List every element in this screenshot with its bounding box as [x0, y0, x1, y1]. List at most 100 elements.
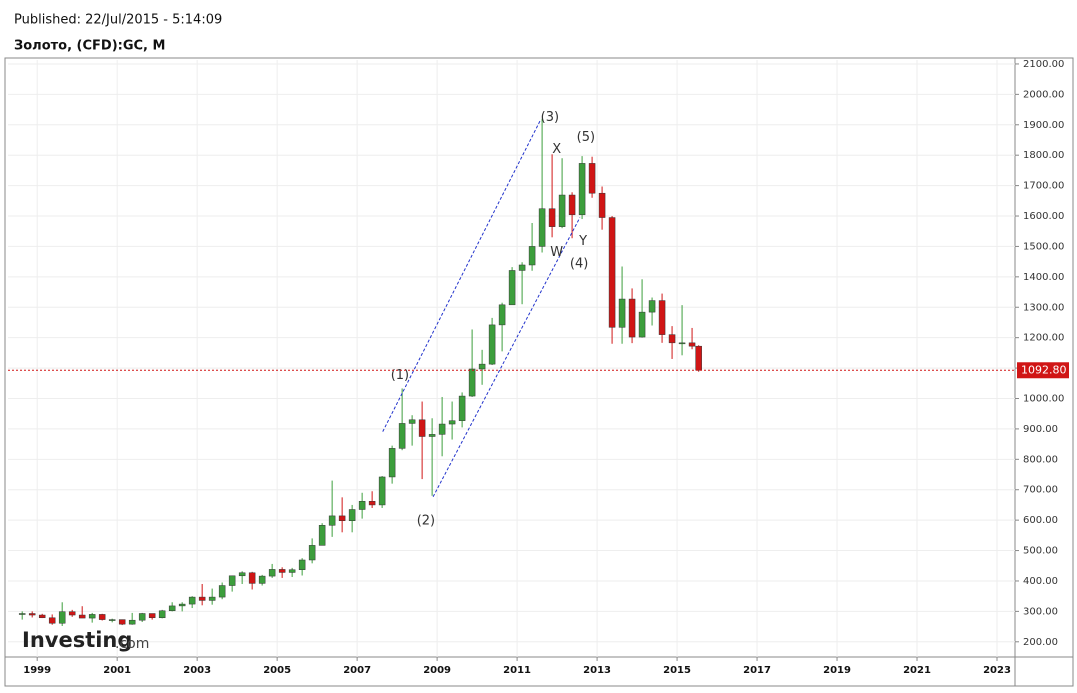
- channel-line: [382, 119, 542, 432]
- candle-body: [138, 613, 146, 621]
- candle-body: [658, 300, 666, 335]
- candle-body: [218, 585, 226, 598]
- candle-body: [88, 614, 96, 619]
- y-tick-label: 2100.00: [1023, 59, 1064, 70]
- wave-label: (1): [391, 368, 409, 383]
- wave-label: (2): [417, 513, 435, 528]
- wave-label: (4): [570, 256, 588, 271]
- x-tick-label: 2013: [583, 665, 611, 676]
- candle-body: [378, 476, 386, 506]
- candle-body: [178, 603, 186, 607]
- x-tick-label: 2015: [663, 665, 691, 676]
- candle-body: [228, 575, 236, 586]
- marks: (1) (2) (3) X (5) WY (4) 1092.80: [8, 110, 1069, 626]
- x-tick-label: 2009: [423, 665, 451, 676]
- chart-title: Золото, (CFD):GC, M: [14, 39, 165, 54]
- x-tick-label: 2021: [903, 665, 931, 676]
- candle-body: [208, 596, 216, 601]
- y-tick-label: 500.00: [1023, 546, 1058, 557]
- y-tick-label: 400.00: [1023, 576, 1058, 587]
- candle-body: [478, 363, 486, 370]
- candle-body: [38, 614, 46, 619]
- candle-body: [688, 342, 696, 347]
- candle-body: [388, 448, 396, 478]
- candle-body: [638, 311, 646, 338]
- y-tick-label: 1700.00: [1023, 181, 1064, 192]
- candle-body: [188, 596, 196, 605]
- x-tick-label: 2017: [743, 665, 771, 676]
- candle-body: [695, 345, 702, 371]
- x-tick-label: 1999: [23, 665, 51, 676]
- candle-body: [648, 300, 656, 313]
- x-tick-label: 2001: [103, 665, 131, 676]
- candle-body: [488, 324, 496, 365]
- candle-body: [538, 208, 546, 247]
- candle-body: [418, 419, 426, 437]
- candle-body: [58, 611, 66, 624]
- candle-body: [678, 342, 686, 345]
- candle-body: [428, 434, 436, 437]
- candle-body: [618, 298, 626, 328]
- y-tick-label: 1600.00: [1023, 211, 1064, 222]
- candle-body: [358, 501, 366, 510]
- candle-body: [108, 619, 116, 621]
- candle-body: [548, 208, 556, 227]
- candle-body: [568, 194, 576, 216]
- x-tick-label: 2019: [823, 665, 851, 676]
- candle-body: [68, 611, 76, 616]
- grid: 200.00 300.00 400.00 500.00 600.00 700.00 800.…: [8, 59, 1064, 676]
- brand: Investing: [22, 628, 132, 652]
- frame: [4, 57, 1074, 687]
- candle-body: [528, 246, 536, 266]
- y-tick-label: 800.00: [1023, 454, 1058, 465]
- candle-body: [148, 613, 156, 619]
- candle-body: [118, 619, 126, 625]
- candle-body: [468, 368, 476, 397]
- y-tick-label: 200.00: [1023, 637, 1058, 648]
- candle-body: [368, 501, 376, 506]
- candle-body: [628, 298, 636, 338]
- x-tick-label: 2005: [263, 665, 291, 676]
- y-tick-label: 1500.00: [1023, 241, 1064, 252]
- candle-body: [448, 420, 456, 425]
- candle-body: [28, 613, 36, 616]
- brand-suffix: .com: [115, 636, 149, 652]
- candle-body: [158, 610, 166, 619]
- channel-line: [432, 217, 581, 497]
- candle-body: [668, 334, 676, 344]
- candle-body: [508, 270, 516, 306]
- x-tick-label: 2003: [183, 665, 211, 676]
- candle-body: [578, 163, 586, 216]
- candle-body: [98, 614, 106, 620]
- y-tick-label: 1400.00: [1023, 272, 1064, 283]
- x-tick-label: 2007: [343, 665, 371, 676]
- y-tick-label: 1000.00: [1023, 393, 1064, 404]
- wave-label: (3): [541, 110, 559, 125]
- candle-body: [258, 575, 266, 584]
- x-tick-label: 2011: [503, 665, 531, 676]
- candle-body: [238, 572, 246, 577]
- candle-body: [268, 569, 276, 577]
- candle-body: [168, 605, 176, 612]
- candle-body: [128, 619, 136, 625]
- candle-body: [318, 525, 326, 546]
- y-tick-label: 1300.00: [1023, 302, 1064, 313]
- candle-body: [558, 194, 566, 227]
- candle-body: [308, 545, 316, 561]
- candle-body: [298, 559, 306, 570]
- last-price-box: [1017, 362, 1069, 379]
- candle-body: [328, 515, 336, 526]
- y-tick-label: 2000.00: [1023, 89, 1064, 100]
- y-tick-label: 900.00: [1023, 424, 1058, 435]
- candle-body: [498, 304, 506, 326]
- y-tick-label: 300.00: [1023, 606, 1058, 617]
- candle-body: [78, 614, 86, 619]
- candle-body: [438, 423, 446, 435]
- candle-body: [248, 572, 256, 584]
- wave-label: W: [550, 245, 563, 260]
- wave-label: Y: [578, 234, 587, 249]
- candle-body: [598, 192, 606, 218]
- candle-body: [198, 596, 206, 601]
